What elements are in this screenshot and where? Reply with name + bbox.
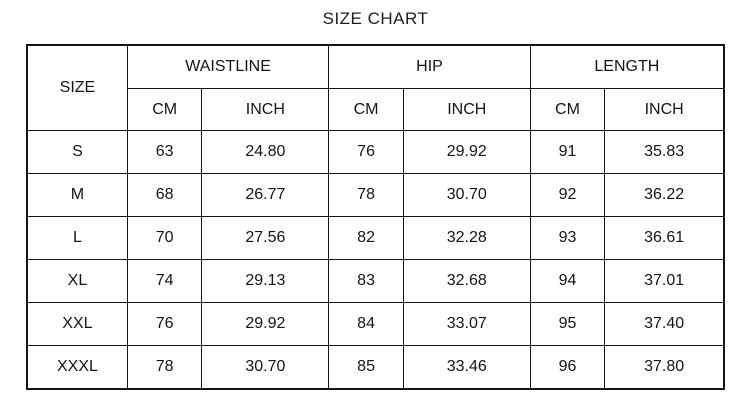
table-cell: 27.56	[201, 216, 330, 260]
table-cell: 30.70	[402, 173, 531, 217]
table-row-xxxl: XXXL 78 30.70 85 33.46 96 37.80	[26, 345, 725, 390]
table-row-l: L 70 27.56 82 32.28 93 36.61	[26, 216, 725, 260]
table-cell: 84	[328, 302, 404, 346]
table-cell: 63	[126, 130, 203, 174]
header-waistline-inch: INCH	[201, 88, 330, 131]
header-length-inch: INCH	[604, 88, 725, 131]
size-label: S	[26, 130, 128, 174]
size-label: L	[26, 216, 128, 260]
table-cell: 37.40	[604, 302, 725, 346]
table-row-xl: XL 74 29.13 83 32.68 94 37.01	[26, 259, 725, 303]
table-cell: 94	[529, 259, 606, 303]
table-cell: 96	[529, 345, 606, 390]
size-label: XXXL	[26, 345, 128, 390]
table-cell: 83	[328, 259, 404, 303]
table-cell: 91	[529, 130, 606, 174]
header-length-cm: CM	[529, 88, 606, 131]
table-cell: 30.70	[201, 345, 330, 390]
size-label: XL	[26, 259, 128, 303]
header-hip-inch: INCH	[402, 88, 531, 131]
table-cell: 33.46	[402, 345, 531, 390]
table-header-group-row: SIZE WAISTLINE HIP LENGTH	[26, 44, 725, 131]
table-cell: 26.77	[201, 173, 330, 217]
table-cell: 33.07	[402, 302, 531, 346]
table-cell: 92	[529, 173, 606, 217]
size-label: XXL	[26, 302, 128, 346]
table-cell: 76	[328, 130, 404, 174]
table-cell: 95	[529, 302, 606, 346]
table-cell: 29.92	[402, 130, 531, 174]
header-hip-cm: CM	[328, 88, 404, 131]
table-cell: 76	[126, 302, 203, 346]
table-row-xxl: XXL 76 29.92 84 33.07 95 37.40	[26, 302, 725, 346]
table-cell: 74	[126, 259, 203, 303]
size-chart-table: SIZE WAISTLINE HIP LENGTH CM INCH CM INC…	[26, 44, 725, 390]
table-header-unit-row: CM INCH CM INCH CM INCH	[27, 88, 725, 131]
size-label: M	[26, 173, 128, 217]
table-cell: 82	[328, 216, 404, 260]
header-hip: HIP	[328, 44, 531, 89]
table-cell: 68	[126, 173, 203, 217]
table-row-m: M 68 26.77 78 30.70 92 36.22	[26, 173, 725, 217]
page-title: SIZE CHART	[322, 9, 429, 28]
table-cell: 29.13	[201, 259, 330, 303]
table-cell: 35.83	[604, 130, 725, 174]
table-cell: 78	[126, 345, 203, 390]
table-cell: 36.61	[604, 216, 725, 260]
table-cell: 32.68	[402, 259, 531, 303]
table-cell: 37.01	[604, 259, 725, 303]
table-cell: 70	[126, 216, 203, 260]
table-cell: 32.28	[402, 216, 531, 260]
table-row-s: S 63 24.80 76 29.92 91 35.83	[26, 130, 725, 174]
header-length: LENGTH	[529, 44, 725, 89]
table-cell: 29.92	[201, 302, 330, 346]
table-cell: 37.80	[604, 345, 725, 390]
table-cell: 93	[529, 216, 606, 260]
table-cell: 24.80	[201, 130, 330, 174]
header-size: SIZE	[26, 44, 128, 131]
header-waistline: WAISTLINE	[126, 44, 330, 89]
header-waistline-cm: CM	[126, 88, 203, 131]
table-cell: 36.22	[604, 173, 725, 217]
table-cell: 78	[328, 173, 404, 217]
table-cell: 85	[328, 345, 404, 390]
